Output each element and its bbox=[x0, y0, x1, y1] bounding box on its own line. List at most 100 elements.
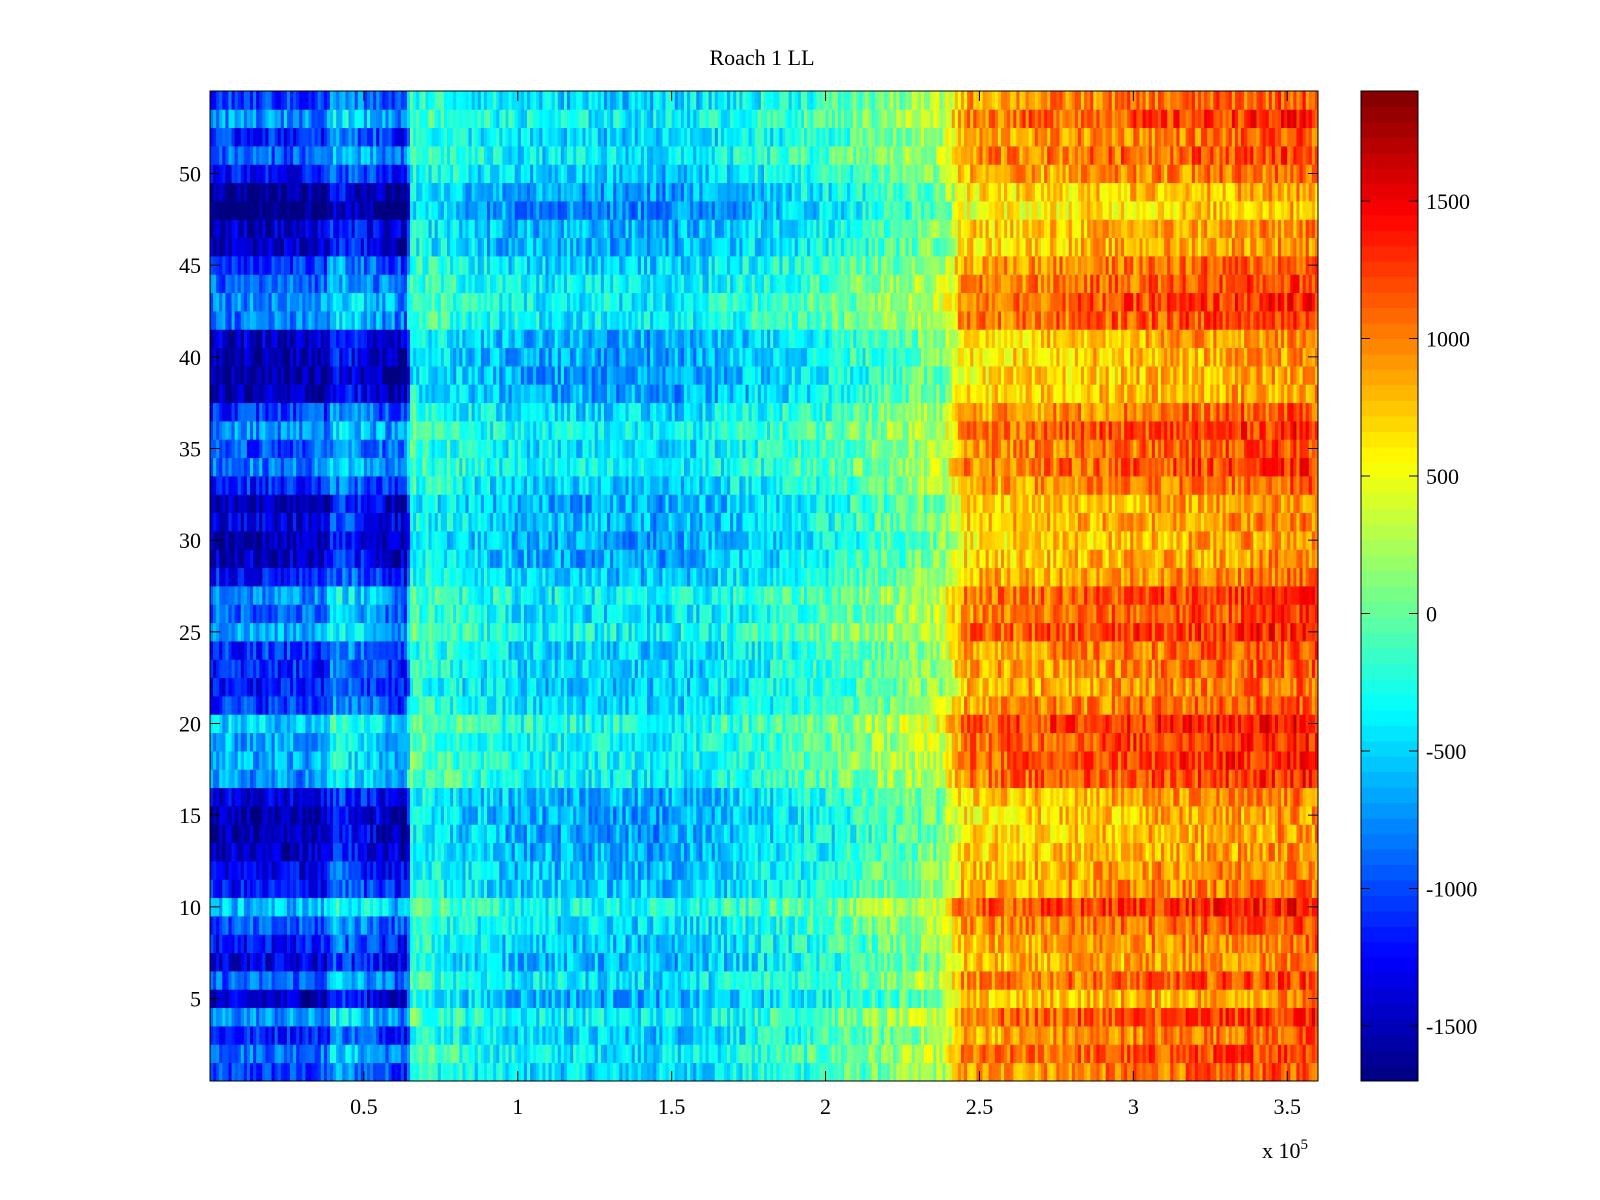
heatmap-cell bbox=[634, 989, 639, 1009]
heatmap-cell bbox=[1013, 897, 1017, 917]
heatmap-cell bbox=[954, 1062, 959, 1082]
heatmap-cell bbox=[764, 916, 768, 935]
heatmap-cell bbox=[594, 989, 599, 1009]
heatmap-cell bbox=[594, 916, 599, 935]
heatmap-cell bbox=[302, 952, 306, 972]
heatmap-cell bbox=[480, 1007, 485, 1027]
heatmap-cell bbox=[1241, 897, 1245, 917]
heatmap-cell bbox=[745, 1044, 750, 1064]
heatmap-cell bbox=[1047, 971, 1051, 990]
heatmap-cell bbox=[360, 897, 365, 917]
heatmap-cell bbox=[314, 934, 319, 954]
heatmap-cell bbox=[277, 861, 282, 880]
heatmap-cell bbox=[674, 824, 679, 844]
heatmap-cell bbox=[905, 1044, 910, 1064]
heatmap-cell bbox=[748, 879, 753, 899]
heatmap-cell bbox=[976, 989, 980, 1009]
heatmap-cell bbox=[631, 934, 636, 954]
heatmap-cell bbox=[382, 1062, 386, 1082]
heatmap-cell bbox=[1284, 861, 1288, 880]
heatmap-cell bbox=[884, 861, 888, 880]
heatmap-cell bbox=[567, 897, 571, 917]
heatmap-cell bbox=[502, 1007, 506, 1027]
heatmap-cell bbox=[419, 861, 423, 880]
heatmap-cell bbox=[797, 842, 802, 862]
heatmap-cell bbox=[299, 861, 303, 880]
heatmap-cell bbox=[210, 1044, 214, 1064]
heatmap-cell bbox=[1136, 897, 1140, 917]
heatmap-cell bbox=[1090, 934, 1094, 954]
heatmap-cell bbox=[1225, 971, 1230, 990]
heatmap-cell bbox=[1007, 1044, 1011, 1064]
heatmap-cell bbox=[1231, 989, 1236, 1009]
heatmap-cell bbox=[286, 1062, 291, 1082]
heatmap-cell bbox=[576, 989, 580, 1009]
heatmap-cell bbox=[619, 952, 623, 972]
heatmap-cell bbox=[840, 1026, 845, 1045]
heatmap-cell bbox=[628, 861, 633, 880]
heatmap-cell bbox=[379, 934, 383, 954]
heatmap-cell bbox=[1219, 879, 1223, 899]
heatmap-cell bbox=[720, 897, 725, 917]
heatmap-cell bbox=[410, 842, 414, 862]
heatmap-cell bbox=[585, 1007, 589, 1027]
heatmap-cell bbox=[585, 1044, 589, 1064]
heatmap-cell bbox=[939, 916, 943, 935]
heatmap-cell bbox=[696, 1026, 700, 1045]
heatmap-cell bbox=[1287, 1007, 1291, 1027]
heatmap-cell bbox=[1207, 861, 1211, 880]
heatmap-cell bbox=[1204, 879, 1208, 899]
heatmap-cell bbox=[1099, 916, 1103, 935]
heatmap-cell bbox=[493, 1044, 497, 1064]
heatmap-cell bbox=[1102, 897, 1107, 917]
heatmap-cell bbox=[1302, 1044, 1307, 1064]
heatmap-cell bbox=[305, 842, 309, 862]
heatmap-cell bbox=[480, 952, 485, 972]
heatmap-cell bbox=[597, 952, 602, 972]
heatmap-cell bbox=[920, 971, 925, 990]
heatmap-cell bbox=[844, 934, 848, 954]
heatmap-cell bbox=[400, 952, 405, 972]
heatmap-cell bbox=[471, 842, 476, 862]
heatmap-cell bbox=[388, 1062, 392, 1082]
heatmap-cell bbox=[505, 861, 509, 880]
heatmap-cell bbox=[868, 879, 873, 899]
heatmap-cell bbox=[1111, 1044, 1116, 1064]
heatmap-cell bbox=[536, 842, 540, 862]
heatmap-cell bbox=[1151, 1007, 1156, 1027]
heatmap-cell bbox=[330, 1007, 334, 1027]
heatmap-cell bbox=[696, 934, 700, 954]
heatmap-cell bbox=[960, 879, 965, 899]
heatmap-cell bbox=[311, 842, 316, 862]
heatmap-cell bbox=[246, 916, 251, 935]
heatmap-cell bbox=[1271, 989, 1276, 1009]
heatmap-cell bbox=[563, 879, 568, 899]
heatmap-cell bbox=[982, 934, 986, 954]
heatmap-cell bbox=[370, 1007, 374, 1027]
heatmap-cell bbox=[505, 879, 509, 899]
heatmap-cell bbox=[1265, 879, 1270, 899]
heatmap-cell bbox=[665, 989, 669, 1009]
heatmap-cell bbox=[1121, 842, 1125, 862]
heatmap-cell bbox=[880, 916, 885, 935]
heatmap-cell bbox=[800, 879, 805, 899]
heatmap-cell bbox=[1034, 971, 1039, 990]
heatmap-cell bbox=[607, 934, 611, 954]
heatmap-cell bbox=[727, 897, 731, 917]
heatmap-cell bbox=[816, 934, 820, 954]
heatmap-cell bbox=[391, 952, 396, 972]
heatmap-cell bbox=[403, 842, 408, 862]
heatmap-cell bbox=[1124, 1007, 1128, 1027]
heatmap-cell bbox=[948, 879, 953, 899]
heatmap-cell bbox=[1161, 1026, 1165, 1045]
heatmap-cell bbox=[271, 861, 276, 880]
heatmap-cell bbox=[471, 916, 476, 935]
heatmap-cell bbox=[628, 1044, 633, 1064]
heatmap-cell bbox=[259, 934, 263, 954]
heatmap-cell bbox=[345, 842, 349, 862]
heatmap-cell bbox=[643, 1062, 648, 1082]
heatmap-cell bbox=[964, 897, 968, 917]
heatmap-cell bbox=[1287, 1044, 1291, 1064]
heatmap-cell bbox=[1293, 916, 1297, 935]
heatmap-cell bbox=[450, 879, 454, 899]
